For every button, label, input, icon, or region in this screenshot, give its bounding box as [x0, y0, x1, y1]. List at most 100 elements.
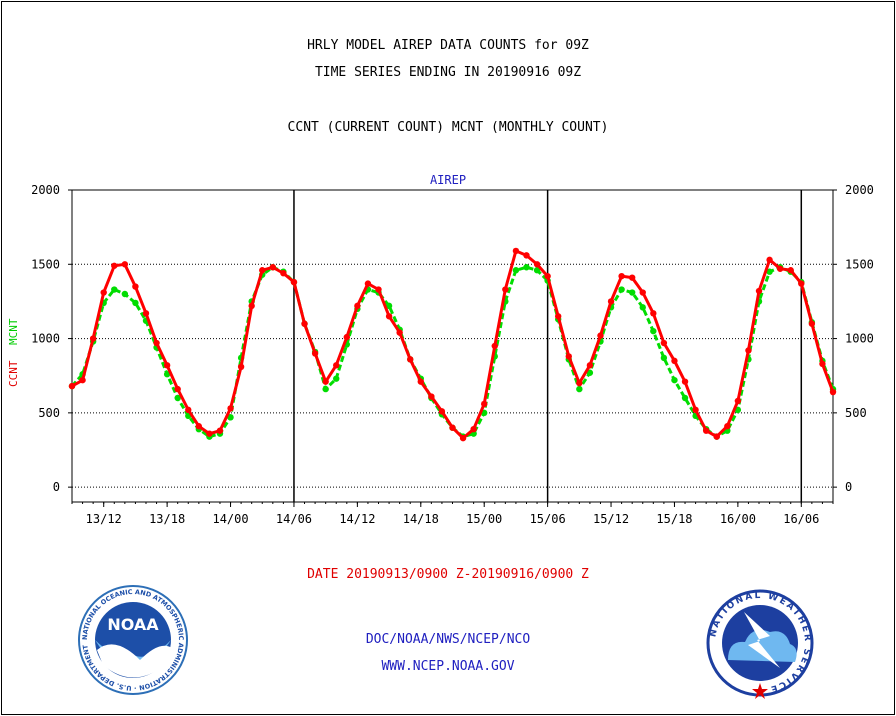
ccnt-point — [554, 313, 562, 320]
ccnt-point — [333, 362, 340, 369]
chart-title-line-2: TIME SERIES ENDING IN 20190916 09Z — [314, 65, 582, 80]
ccnt-point — [216, 427, 224, 434]
ccnt-point — [343, 333, 351, 341]
ccnt-point — [195, 423, 203, 430]
ccnt-point — [628, 274, 636, 281]
ccnt-point — [787, 267, 794, 274]
x-tick-label-14/18: 14/18 — [403, 512, 439, 526]
ccnt-point — [808, 320, 816, 327]
ccnt-point — [618, 272, 625, 280]
ccnt-point — [417, 378, 424, 385]
x-tick-label-13/12: 13/12 — [86, 512, 122, 526]
ccnt-point — [512, 247, 520, 255]
ccnt-point — [692, 406, 699, 414]
series-ccnt — [68, 247, 837, 442]
ccnt-point — [481, 400, 488, 408]
y-tick-left-2000: 2000 — [31, 183, 60, 197]
ccnt-point — [259, 267, 266, 274]
ccnt-point — [671, 357, 678, 365]
ccnt-point — [121, 261, 129, 268]
x-tick-label-14/00: 14/00 — [212, 512, 248, 526]
x-tick-label-13/18: 13/18 — [149, 512, 185, 526]
noaa-logo-text: NOAA — [107, 615, 159, 634]
ccnt-point — [502, 286, 509, 293]
y-axis-label-mcnt: MCNT — [7, 318, 20, 345]
y-tick-left-0: 0 — [53, 480, 60, 494]
ccnt-point — [776, 265, 784, 272]
chart-title-line-1: HRLY MODEL AIREP DATA COUNTS for 09Z — [307, 38, 589, 53]
plot-title: AIREP — [430, 173, 466, 187]
ccnt-point — [745, 347, 752, 354]
ccnt-point — [586, 362, 594, 369]
ccnt-point — [206, 430, 213, 437]
ccnt-point — [734, 397, 742, 405]
ccnt-point — [311, 350, 319, 357]
x-tick-label-15/12: 15/12 — [593, 512, 629, 526]
mcnt-point — [586, 369, 594, 376]
ccnt-point — [724, 423, 731, 430]
y-tick-right-2000: 2000 — [845, 183, 874, 197]
y-tick-right-500: 500 — [845, 406, 867, 420]
ccnt-point — [375, 286, 382, 293]
ccnt-point — [322, 378, 329, 385]
ccnt-point — [174, 385, 181, 393]
y-tick-labels: 0 0 500 500 1000 1000 1500 1500 2000 2000 — [31, 183, 874, 494]
x-tick-label-16/06: 16/06 — [783, 512, 819, 526]
y-tick-left-500: 500 — [38, 406, 60, 420]
ccnt-point — [819, 360, 826, 368]
mcnt-point — [333, 375, 340, 382]
mcnt-point — [650, 327, 657, 335]
ccnt-point — [766, 256, 773, 264]
y-tick-left-1000: 1000 — [31, 332, 60, 346]
mcnt-point — [628, 289, 636, 296]
mcnt-point — [681, 394, 689, 402]
ccnt-point — [565, 353, 572, 360]
mcnt-point — [766, 268, 773, 275]
ccnt-point — [438, 408, 446, 415]
ccnt-point — [100, 289, 107, 296]
ccnt-point — [227, 405, 234, 412]
plot-frame — [71, 189, 834, 503]
ccnt-point — [354, 302, 361, 310]
ccnt-point — [491, 342, 498, 350]
x-tick-label-15/06: 15/06 — [530, 512, 566, 526]
website-label: WWW.NCEP.NOAA.GOV — [381, 659, 515, 674]
mcnt-point — [660, 354, 668, 362]
x-tick-label-14/12: 14/12 — [339, 512, 375, 526]
ccnt-point — [681, 378, 689, 385]
mcnt-point — [132, 299, 139, 307]
ccnt-point — [269, 264, 277, 271]
ccnt-point — [470, 426, 477, 433]
ccnt-point — [237, 363, 245, 370]
mcnt-point — [618, 286, 625, 293]
mcnt-point — [174, 394, 181, 402]
mcnt-point — [385, 302, 393, 310]
ccnt-point — [713, 433, 720, 440]
ccnt-point — [829, 388, 837, 396]
ccnt-point — [364, 280, 372, 287]
x-tick-label-16/00: 16/00 — [720, 512, 756, 526]
ccnt-point — [702, 427, 710, 434]
y-tick-left-1500: 1500 — [31, 257, 60, 271]
x-tick-label-15/00: 15/00 — [466, 512, 502, 526]
ccnt-point — [301, 320, 308, 327]
ccnt-point — [755, 287, 763, 295]
ccnt-point — [533, 261, 541, 268]
x-tick-labels: 13/12 13/18 14/00 14/06 14/12 14/18 15/00 15/06… — [71, 502, 834, 526]
ccnt-point — [163, 362, 171, 369]
ccnt-point — [185, 406, 192, 414]
mcnt-point — [533, 267, 541, 274]
ccnt-point — [248, 302, 255, 310]
agency-label: DOC/NOAA/NWS/NCEP/NCO — [365, 632, 531, 647]
y-tick-right-0: 0 — [845, 480, 852, 494]
mcnt-point — [121, 290, 129, 298]
ccnt-point — [607, 298, 615, 305]
ccnt-point — [407, 356, 414, 363]
ccnt-point — [597, 332, 604, 339]
x-tick-label-14/06: 14/06 — [276, 512, 312, 526]
ccnt-point — [153, 339, 160, 347]
day-dividers — [293, 190, 803, 502]
ccnt-point — [142, 310, 150, 317]
chart-title-line-3: CCNT (CURRENT COUNT) MCNT (MONTHLY COUNT… — [287, 120, 609, 135]
